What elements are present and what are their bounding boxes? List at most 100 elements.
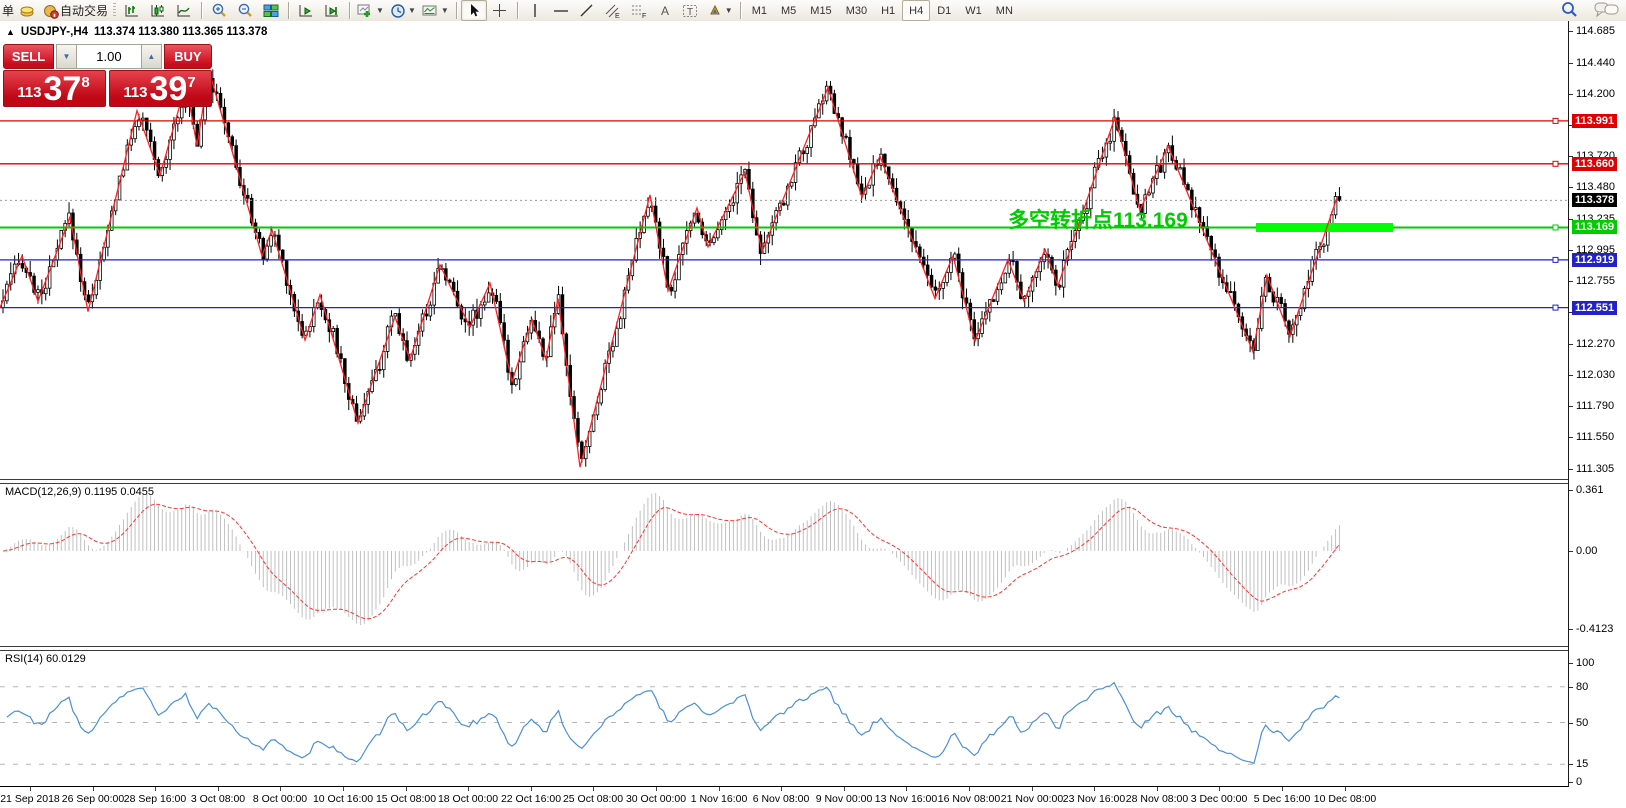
buy-price-prefix: 113 — [123, 84, 148, 101]
timeframe-m30[interactable]: M30 — [845, 4, 868, 17]
timeframe-w1[interactable]: W1 — [965, 4, 982, 17]
time-tick-label: 1 Nov 16:00 — [690, 793, 748, 805]
toolbar-separator — [201, 2, 203, 19]
timeframe-h4[interactable]: H4 — [902, 0, 931, 21]
svg-text:T: T — [687, 7, 693, 18]
line-chart-button[interactable] — [171, 0, 197, 21]
price-tick-label: 0 — [1576, 776, 1583, 788]
macd-pane[interactable]: MACD(12,26,9) 0.1195 0.0455 — [0, 483, 1568, 646]
periods-button[interactable]: ▼ — [387, 0, 419, 21]
time-tick — [406, 787, 407, 791]
sell-price-display[interactable]: 113 37 8 — [3, 70, 106, 107]
time-tick — [719, 787, 720, 791]
axis-tick — [1569, 629, 1573, 630]
time-axis[interactable]: 21 Sep 2018 26 Sep 00:00 28 Sep 16:00 3 Oct… — [0, 786, 1568, 808]
pane-divider[interactable] — [0, 479, 1626, 484]
horizontal-line-tool-button[interactable] — [548, 0, 574, 21]
search-icon[interactable] — [1560, 1, 1578, 22]
pane-divider[interactable] — [0, 646, 1626, 651]
axis-tick — [1569, 125, 1573, 126]
price-tick-label: 111.550 — [1576, 431, 1615, 443]
zoom-out-button[interactable] — [232, 0, 258, 21]
volume-increase-button[interactable]: ▲ — [140, 44, 162, 69]
indicators-button[interactable]: ▼ — [354, 0, 387, 21]
chart-shift-icon — [324, 3, 340, 19]
zoom-in-button[interactable] — [206, 0, 232, 21]
price-tick-label: 113.480 — [1576, 181, 1615, 193]
text-label-tool-button[interactable]: T — [678, 0, 704, 21]
chat-icon[interactable] — [1594, 1, 1620, 22]
bar-chart-button[interactable] — [119, 0, 145, 21]
trendline-tool-button[interactable] — [574, 0, 600, 21]
timeframe-m1[interactable]: M1 — [751, 4, 767, 17]
axis-tick — [1569, 344, 1573, 345]
price-tick-label: -0.4123 — [1576, 623, 1614, 635]
volume-decrease-button[interactable]: ▼ — [56, 44, 77, 69]
time-tick — [155, 787, 156, 791]
toolbar-separator — [349, 2, 351, 19]
rsi-pane[interactable]: RSI(14) 60.0129 — [0, 650, 1568, 786]
dropdown-caret: ▼ — [407, 6, 416, 15]
auto-scroll-button[interactable] — [293, 0, 319, 21]
sell-price-prefix: 113 — [17, 84, 42, 101]
buy-button[interactable]: BUY — [163, 44, 212, 69]
svg-text:A: A — [661, 4, 669, 18]
candlestick-chart[interactable] — [0, 21, 1568, 479]
timeframe-m15[interactable]: M15 — [810, 4, 832, 17]
time-tick — [1282, 787, 1283, 791]
time-tick — [906, 787, 907, 791]
toolbar-separator — [288, 2, 290, 19]
current-price-badge: 113.378 — [1572, 193, 1618, 207]
price-axis[interactable]: 114.685114.440114.200113.960113.720113.4… — [1569, 21, 1626, 788]
svg-text:F: F — [642, 13, 646, 19]
timeframe-m5[interactable]: M5 — [781, 4, 797, 17]
new-order-button[interactable] — [14, 0, 40, 21]
timeframe-h1[interactable]: H1 — [881, 4, 896, 17]
text-label-icon: T — [682, 3, 699, 19]
time-tick — [1157, 787, 1158, 791]
equidistant-channel-tool-button[interactable]: E — [600, 0, 626, 21]
time-tick-label: 21 Sep 2018 — [0, 793, 60, 805]
axis-tick — [1569, 156, 1573, 157]
dropdown-caret: ▼ — [376, 6, 384, 15]
time-tick-label: 9 Nov 00:00 — [815, 793, 873, 805]
templates-button[interactable]: ▼ — [419, 0, 452, 21]
menu-text[interactable]: 单 — [2, 4, 15, 18]
time-tick — [531, 787, 532, 791]
toolbar-separator — [739, 2, 741, 19]
buy-price-display[interactable]: 113 39 7 — [109, 70, 212, 107]
axis-tick — [1569, 406, 1573, 407]
rsi-chart[interactable] — [0, 650, 1568, 786]
level-price-badge: 112.919 — [1572, 253, 1618, 267]
price-tick-label: 100 — [1576, 657, 1595, 669]
axis-tick — [1569, 312, 1573, 313]
level-price-badge: 112.551 — [1572, 301, 1618, 315]
arrows-icon — [707, 3, 723, 18]
tile-windows-button[interactable] — [258, 0, 284, 21]
crosshair-tool-button[interactable] — [487, 0, 513, 21]
symbol-marker-icon: ▲ — [6, 27, 15, 37]
svg-text:E: E — [615, 13, 620, 19]
time-tick-label: 22 Oct 16:00 — [500, 793, 562, 805]
price-tick-label: 114.200 — [1576, 88, 1615, 100]
vertical-line-tool-button[interactable] — [522, 0, 548, 21]
main-chart-pane[interactable] — [0, 21, 1568, 479]
text-tool-button[interactable]: A — [652, 0, 678, 21]
chart-shift-button[interactable] — [319, 0, 345, 21]
cursor-icon — [467, 3, 481, 18]
fibonacci-tool-button[interactable]: F — [626, 0, 652, 21]
macd-chart[interactable] — [0, 483, 1568, 646]
axis-tick — [1569, 375, 1573, 376]
time-tick-label: 21 Nov 00:00 — [1000, 793, 1064, 805]
timeframe-mn[interactable]: MN — [995, 4, 1013, 17]
one-click-trading-panel: SELL ▼ ▲ BUY 113 37 8 113 39 7 — [3, 44, 212, 107]
cursor-tool-button[interactable] — [460, 0, 487, 21]
volume-input[interactable] — [76, 44, 141, 69]
sell-button[interactable]: SELL — [3, 44, 55, 69]
candlestick-chart-button[interactable] — [145, 0, 171, 21]
axis-tick — [1569, 187, 1573, 188]
time-tick-label: 10 Oct 16:00 — [312, 793, 374, 805]
arrows-tool-button[interactable]: ▼ — [704, 0, 736, 21]
autotrading-button[interactable]: 自动交易 — [40, 0, 111, 21]
timeframe-d1[interactable]: D1 — [937, 4, 952, 17]
